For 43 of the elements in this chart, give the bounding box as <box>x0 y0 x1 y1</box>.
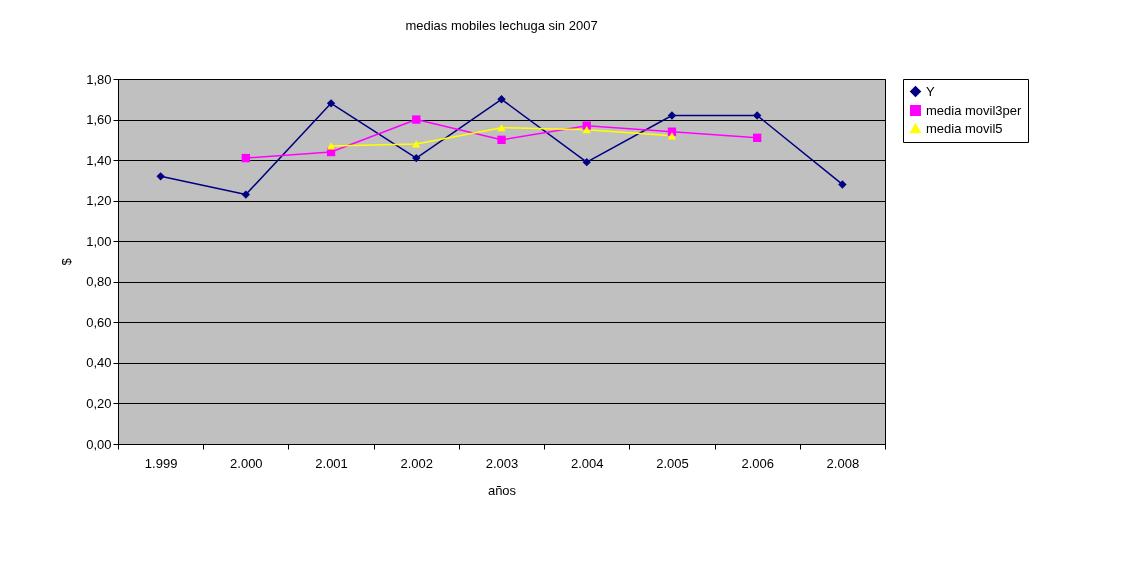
y-tick-label: 1,40 <box>86 152 112 168</box>
point <box>667 111 677 120</box>
point <box>156 172 165 181</box>
y-tick-label: 0,60 <box>86 314 112 330</box>
x-tick-label: 2.004 <box>570 455 604 471</box>
legend-label: media movil5 <box>926 120 1003 136</box>
y-tick-label: 1,00 <box>86 233 112 249</box>
point <box>241 153 251 163</box>
x-tick-label: 2.008 <box>826 455 860 471</box>
x-tick-label: 2.006 <box>741 455 774 471</box>
x-tick-label: 2.002 <box>400 455 434 471</box>
point <box>412 140 421 148</box>
x-tick-label: 2.003 <box>485 455 519 471</box>
y-tick-label: 1,20 <box>86 193 112 209</box>
point <box>326 142 336 150</box>
y-tick-label: 0,00 <box>86 436 112 452</box>
y-tick-label: 0,40 <box>86 355 112 371</box>
y-tick-label: 1,80 <box>86 71 112 87</box>
y-tick-label: 1,60 <box>86 112 112 128</box>
point <box>582 126 591 134</box>
point <box>412 115 421 124</box>
legend-label: Y <box>926 83 935 99</box>
point <box>667 132 677 140</box>
x-tick-label: 2.000 <box>230 455 263 471</box>
point <box>582 157 591 167</box>
legend-label: media movil3per <box>926 102 1023 118</box>
point <box>752 133 762 142</box>
x-tick-label: 2.005 <box>656 455 689 471</box>
y-axis-title: $ <box>59 257 75 266</box>
y-tick-label: 0,80 <box>86 274 112 290</box>
x-tick-label: 1.999 <box>144 455 178 471</box>
point <box>497 124 506 132</box>
y-tick-label: 0,20 <box>86 395 112 411</box>
point <box>326 99 336 108</box>
x-axis-title: años <box>487 482 517 498</box>
point <box>752 111 762 120</box>
point <box>838 180 847 189</box>
x-tick-label: 2.001 <box>315 455 348 471</box>
point <box>412 153 421 163</box>
point <box>241 190 251 199</box>
chart-title: medias mobiles lechuga sin 2007 <box>405 18 598 33</box>
point <box>497 95 506 104</box>
point <box>497 135 506 145</box>
